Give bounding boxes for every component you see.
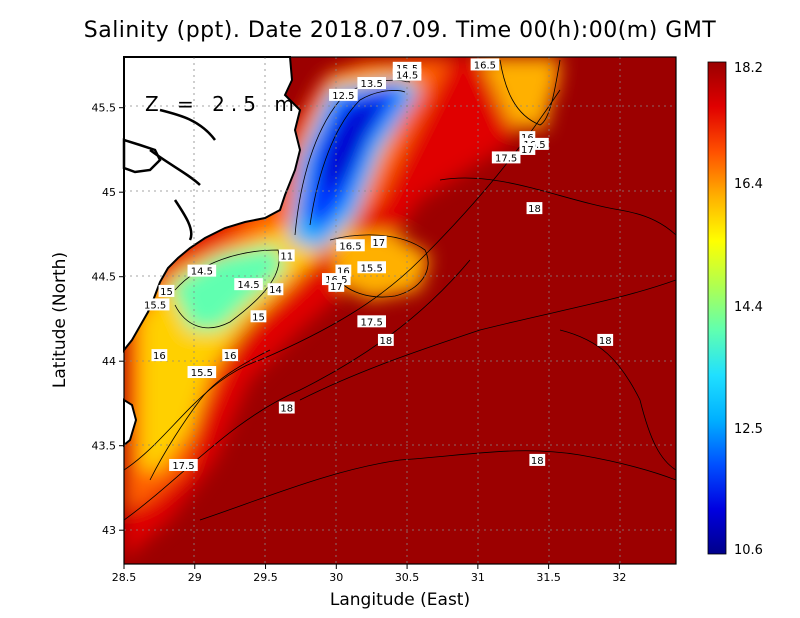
svg-text:18: 18 bbox=[528, 204, 541, 215]
contour-label: 14.5 bbox=[392, 68, 422, 82]
x-tick-label: 31.5 bbox=[536, 571, 561, 584]
grid-lines bbox=[124, 57, 676, 564]
contour-label: 18 bbox=[529, 453, 546, 467]
x-tick-label: 32 bbox=[612, 571, 626, 584]
x-axis-label: Langitude (East) bbox=[329, 590, 471, 610]
plot-frame bbox=[123, 56, 677, 565]
svg-text:18: 18 bbox=[280, 404, 293, 415]
y-tick-label: 44.5 bbox=[92, 271, 117, 284]
contour-label: 12.5 bbox=[329, 88, 358, 102]
svg-text:18: 18 bbox=[599, 336, 612, 347]
svg-text:17: 17 bbox=[521, 145, 534, 156]
colorbar-tick-top: 18.2 bbox=[734, 61, 763, 76]
contour-label: 15.5 bbox=[187, 366, 217, 379]
contour-label: 14.5 bbox=[187, 264, 217, 278]
contour-label: 15 bbox=[158, 284, 175, 298]
contour-label: 14.5 bbox=[234, 278, 263, 291]
svg-text:17.5: 17.5 bbox=[495, 153, 517, 164]
contour-label: 17.5 bbox=[357, 315, 386, 328]
svg-text:18: 18 bbox=[379, 336, 392, 347]
x-tick-label: 30.5 bbox=[395, 571, 420, 584]
svg-text:14.5: 14.5 bbox=[237, 280, 259, 291]
depth-label: Z = 2.5 m bbox=[145, 92, 300, 116]
y-tick-label: 45 bbox=[102, 186, 116, 199]
coastline bbox=[122, 56, 302, 448]
contour-label: 15.5 bbox=[357, 261, 386, 274]
contour-labels: 16.515.514.513.512.51616.51717.51816.517… bbox=[140, 58, 614, 472]
contour-label: 17 bbox=[519, 142, 536, 156]
svg-text:15.5: 15.5 bbox=[361, 263, 383, 274]
colorbar-tick-2: 16.4 bbox=[734, 177, 763, 192]
svg-text:17.5: 17.5 bbox=[172, 461, 194, 472]
svg-text:16.5: 16.5 bbox=[339, 241, 361, 252]
x-tick-label: 28.5 bbox=[112, 571, 137, 584]
y-axis-label: Latitude (North) bbox=[50, 251, 70, 389]
contour-label: 17.5 bbox=[169, 458, 198, 472]
svg-text:15.5: 15.5 bbox=[144, 300, 166, 311]
contour-label: 18 bbox=[597, 333, 614, 347]
svg-text:16: 16 bbox=[153, 351, 166, 362]
svg-text:14.5: 14.5 bbox=[191, 267, 213, 278]
x-tick-label: 30 bbox=[329, 571, 343, 584]
contour-label: 15.5 bbox=[140, 298, 170, 311]
contour-label: 16.5 bbox=[470, 58, 500, 71]
svg-text:17.5: 17.5 bbox=[361, 317, 383, 328]
contour-label: 16.5 bbox=[336, 239, 365, 252]
y-tick-label: 45.5 bbox=[92, 102, 117, 115]
chart-title: Salinity (ppt). Date 2018.07.09. Time 00… bbox=[83, 18, 717, 43]
colorbar-tick-3: 14.4 bbox=[734, 300, 763, 315]
svg-text:12.5: 12.5 bbox=[332, 91, 354, 102]
colorbar-tick-bottom: 10.6 bbox=[734, 543, 763, 558]
contour-label: 17.5 bbox=[491, 151, 521, 164]
svg-text:16: 16 bbox=[337, 267, 350, 278]
svg-text:18: 18 bbox=[531, 456, 544, 467]
svg-text:14.5: 14.5 bbox=[396, 71, 418, 82]
contour-label: 18 bbox=[278, 401, 295, 415]
x-axis: 28.5 29 29.5 30 30.5 31 31.5 32 bbox=[112, 564, 626, 584]
contour-label: 13.5 bbox=[357, 77, 386, 90]
svg-text:11: 11 bbox=[280, 251, 293, 262]
svg-text:17: 17 bbox=[330, 282, 343, 293]
y-axis: 43 43.5 44 44.5 45 45.5 bbox=[92, 102, 124, 537]
contour-label: 17 bbox=[370, 235, 387, 249]
svg-text:17: 17 bbox=[372, 238, 385, 249]
contour-label: 15 bbox=[250, 310, 267, 323]
y-tick-label: 44 bbox=[102, 355, 116, 368]
contour-label: 14 bbox=[267, 283, 284, 296]
contour-label: 17 bbox=[328, 279, 345, 293]
svg-text:15.5: 15.5 bbox=[191, 368, 213, 379]
svg-text:13.5: 13.5 bbox=[361, 79, 383, 90]
colorbar-tick-4: 12.5 bbox=[734, 422, 763, 437]
contour-label: 11 bbox=[278, 249, 295, 262]
svg-text:15: 15 bbox=[160, 287, 173, 298]
svg-text:15: 15 bbox=[252, 312, 265, 323]
y-tick-label: 43 bbox=[102, 524, 116, 537]
svg-text:14: 14 bbox=[269, 285, 282, 296]
contour-label: 16 bbox=[222, 349, 239, 362]
contour-label: 16 bbox=[151, 349, 168, 362]
contour-label: 18 bbox=[377, 333, 394, 347]
y-tick-label: 43.5 bbox=[92, 440, 117, 453]
x-tick-label: 31 bbox=[471, 571, 485, 584]
svg-text:16: 16 bbox=[224, 351, 237, 362]
svg-text:16.5: 16.5 bbox=[474, 60, 496, 71]
x-tick-label: 29 bbox=[188, 571, 202, 584]
x-tick-label: 29.5 bbox=[253, 571, 278, 584]
colorbar bbox=[707, 61, 727, 555]
contour-label: 18 bbox=[526, 202, 543, 215]
